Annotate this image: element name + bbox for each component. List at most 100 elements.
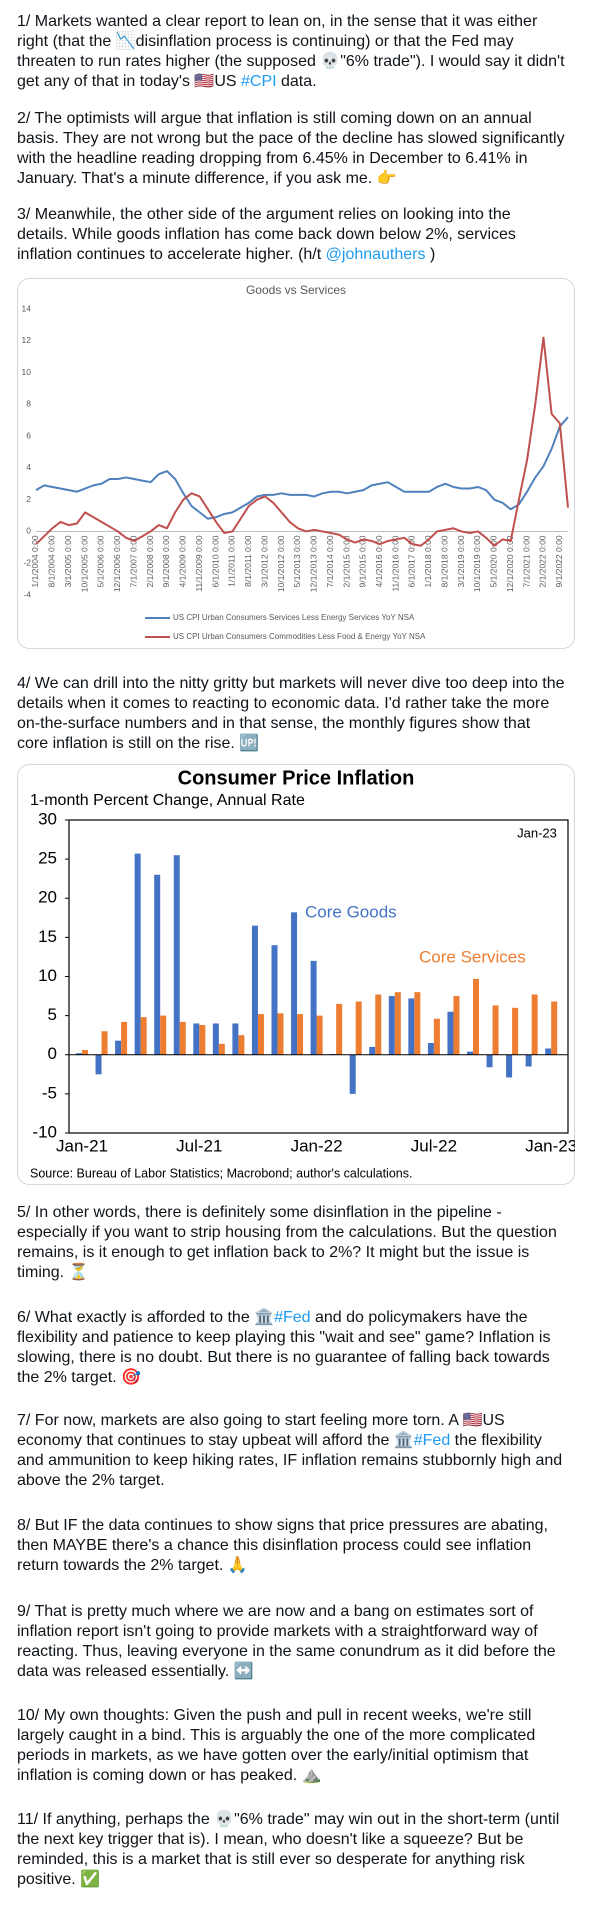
bar [297, 1014, 304, 1055]
x-tick-label: 11/1/2009 0:00 [194, 535, 204, 591]
x-tick-label: 4/1/2016 0:00 [374, 535, 384, 587]
paragraph: 11/ If anything, perhaps the 💀"6% trade"… [17, 1810, 565, 1890]
x-tick-label: 5/1/2013 0:00 [292, 535, 302, 587]
bar [76, 1053, 82, 1055]
y-tick-label: 30 [38, 809, 57, 828]
x-tick-label: 3/1/2019 0:00 [456, 535, 466, 587]
source-note: Source: Bureau of Labor Statistics; Macr… [30, 1166, 412, 1180]
x-tick-label: 11/1/2016 0:00 [390, 535, 400, 591]
bar [160, 1015, 167, 1055]
y-tick-label: 14 [22, 303, 32, 313]
x-tick-label: 8/1/2004 0:00 [47, 535, 57, 587]
bar [369, 1046, 376, 1055]
chart: Consumer Price Inflation 1-month Percent … [17, 764, 575, 1185]
bar [453, 996, 460, 1055]
y-tick-label: -4 [23, 589, 31, 599]
text: 9/ That is pretty much where we are now … [17, 1603, 556, 1680]
line-series [35, 416, 569, 520]
x-tick-label: 2/1/2022 0:00 [538, 535, 548, 587]
x-tick-label: Jan-21 [56, 1136, 108, 1155]
y-tick-label: 0 [48, 1044, 57, 1063]
paragraph: 6/ What exactly is afforded to the 🏛️#Fe… [17, 1308, 565, 1388]
bar [473, 978, 479, 1055]
x-tick-label: 7/1/2014 0:00 [325, 535, 335, 587]
chart: Goods vs Services -4 -2 0 2 4 6 8 10 12 14 1/1/2004… [17, 278, 575, 649]
bar [545, 1048, 552, 1055]
bar [218, 1043, 225, 1055]
bar [375, 994, 382, 1055]
bar [467, 1051, 473, 1055]
chart-title: Consumer Price Inflation [178, 767, 415, 789]
y-tick-label: -2 [23, 557, 31, 567]
bar [394, 992, 401, 1055]
bar [433, 1018, 440, 1055]
bar [427, 1043, 434, 1055]
bar [512, 1007, 519, 1055]
x-tick-label: 12/1/2013 0:00 [309, 535, 319, 592]
annotation: Jan-23 [517, 825, 557, 840]
paragraph: 1/ Markets wanted a clear report to lean… [17, 12, 565, 92]
bar [232, 1023, 239, 1055]
bar [388, 996, 395, 1055]
bar [349, 1054, 356, 1094]
link[interactable]: @johnauthers [325, 246, 426, 263]
x-tick-label: 5/1/2020 0:00 [489, 535, 499, 587]
text: 4/ We can drill into the nitty gritty bu… [17, 675, 565, 752]
text: the flexibility and ammunition to keep h… [17, 1432, 563, 1489]
text: 1/ Markets wanted a clear report to lean… [17, 13, 565, 90]
text: 3/ Meanwhile, the other side of the argu… [17, 206, 516, 263]
x-tick-label: 5/1/2006 0:00 [96, 535, 106, 587]
line-series [35, 336, 569, 547]
bar [310, 960, 317, 1055]
link[interactable]: #Fed [413, 1432, 451, 1449]
bar [525, 1054, 532, 1067]
bar [355, 1001, 362, 1055]
bar [82, 1050, 88, 1055]
y-tick-label: 5 [48, 1005, 57, 1024]
paragraph: 2/ The optimists will argue that inflati… [17, 109, 565, 189]
chart-subtitle: 1-month Percent Change, Annual Rate [30, 792, 305, 809]
paragraph: 3/ Meanwhile, the other side of the argu… [17, 205, 565, 265]
bar [140, 1017, 147, 1055]
bar [336, 1003, 343, 1055]
bar [277, 1013, 284, 1055]
bar [101, 1031, 108, 1055]
bar [199, 1025, 206, 1055]
y-tick-label: -5 [42, 1083, 57, 1102]
bar [447, 1011, 454, 1055]
legend-label: US CPI Urban Consumers Commodities Less … [173, 632, 426, 641]
x-tick-label: Jul-22 [411, 1136, 457, 1155]
x-tick-label: 7/1/2007 0:00 [128, 535, 138, 587]
bar [551, 1001, 558, 1055]
x-tick-label: 1/1/2011 0:00 [227, 535, 237, 587]
x-tick-label: 9/1/2015 0:00 [358, 535, 368, 587]
bar [486, 1054, 493, 1068]
link[interactable]: #CPI [240, 73, 277, 90]
y-tick-label: 0 [26, 526, 31, 536]
bar [154, 874, 161, 1055]
text: 5/ In other words, there is definitely s… [17, 1204, 557, 1281]
bar [531, 994, 538, 1055]
text: 8/ But IF the data continues to show sig… [17, 1517, 548, 1574]
x-tick-label: 2/1/2015 0:00 [341, 535, 351, 587]
y-tick-label: 8 [26, 399, 31, 409]
paragraph: 8/ But IF the data continues to show sig… [17, 1516, 565, 1576]
paragraph: 10/ My own thoughts: Given the push and … [17, 1706, 565, 1786]
x-tick-label: 12/1/2020 0:00 [505, 535, 515, 592]
text: 2/ The optimists will argue that inflati… [17, 110, 565, 187]
text: and do policymakers have the flexibility… [17, 1309, 551, 1386]
y-tick-label: 4 [26, 462, 31, 472]
x-tick-label: 12/1/2006 0:00 [112, 535, 122, 592]
bar [316, 1015, 323, 1055]
link[interactable]: #Fed [274, 1309, 311, 1326]
chart-title: Goods vs Services [246, 283, 346, 297]
bar [193, 1023, 200, 1055]
x-tick-label: 1/1/2018 0:00 [423, 535, 433, 587]
x-tick-label: 9/1/2022 0:00 [554, 535, 564, 587]
bar [408, 998, 415, 1055]
x-tick-label: Jan-23 [525, 1136, 575, 1155]
paragraph: 7/ For now, markets are also going to st… [17, 1411, 565, 1491]
text: data. [276, 73, 317, 90]
x-tick-label: 3/1/2005 0:00 [63, 535, 73, 587]
